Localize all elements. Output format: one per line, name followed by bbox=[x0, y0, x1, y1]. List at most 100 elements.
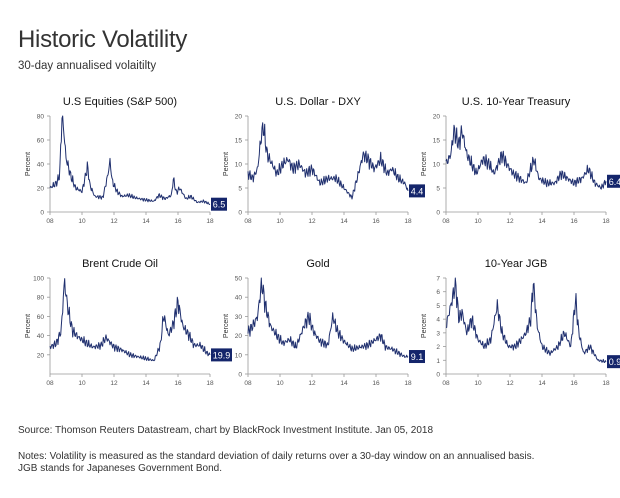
y-tick-label: 80 bbox=[37, 114, 45, 121]
y-tick-label: 1 bbox=[436, 358, 440, 365]
last-value-badge bbox=[211, 348, 232, 362]
x-tick-label: 14 bbox=[538, 218, 546, 225]
panel-title: Brent Crude Oil bbox=[82, 258, 158, 270]
y-tick-label: 6 bbox=[436, 289, 440, 296]
x-tick-label: 10 bbox=[276, 380, 284, 387]
chart-main-title: Historic Volatility bbox=[18, 26, 188, 53]
last-value-label: 9.1 bbox=[411, 352, 424, 362]
line-chart-svg: 0 10 20 30 40 50 08 10 12 14 16 18 Percent 9.1 bbox=[223, 276, 425, 387]
y-tick-label: 20 bbox=[235, 333, 243, 340]
y-tick-label: 30 bbox=[235, 314, 243, 321]
chart-panel-2: U.S. Dollar - DXY 0 5 10 15 20 08 10 12 14 16 18 Per… bbox=[218, 96, 425, 236]
x-tick-label: 08 bbox=[244, 218, 252, 225]
source-note: Source: Thomson Reuters Datastream, char… bbox=[18, 425, 434, 436]
x-tick-label: 10 bbox=[276, 218, 284, 225]
y-tick-label: 5 bbox=[436, 186, 440, 193]
last-value-badge bbox=[607, 174, 620, 188]
last-value-label: 6.4 bbox=[609, 177, 620, 187]
panel-title: Gold bbox=[306, 258, 330, 270]
x-tick-label: 12 bbox=[308, 218, 316, 225]
chart-subtitle: 30-day annualised volaitilty bbox=[18, 60, 157, 72]
y-tick-label: 10 bbox=[235, 162, 243, 169]
last-value-label: 19.9 bbox=[213, 350, 231, 360]
x-tick-label: 16 bbox=[372, 218, 380, 225]
x-tick-label: 14 bbox=[340, 218, 348, 225]
y-tick-label: 60 bbox=[37, 314, 45, 321]
series-line bbox=[247, 122, 409, 200]
last-value-badge bbox=[409, 184, 425, 198]
y-tick-label: 7 bbox=[436, 276, 440, 283]
x-tick-label: 08 bbox=[442, 380, 450, 387]
x-tick-label: 18 bbox=[404, 380, 412, 387]
x-tick-label: 14 bbox=[538, 380, 546, 387]
last-value-label: 0.9 bbox=[609, 357, 620, 367]
y-tick-label: 100 bbox=[33, 276, 44, 283]
chart-panel-3: U.S. 10-Year Treasury 0 5 10 15 20 08 10 12 14 16 1… bbox=[416, 96, 620, 236]
x-tick-label: 18 bbox=[404, 218, 412, 225]
y-axis-label: Percent bbox=[223, 152, 230, 176]
y-axis-label: Percent bbox=[25, 152, 32, 176]
chart-panel-5: Gold 0 10 20 30 40 50 08 10 12 14 16 18 Percent 9.1 bbox=[218, 258, 425, 398]
last-value-badge bbox=[211, 197, 227, 211]
y-tick-label: 50 bbox=[235, 276, 243, 283]
y-axis-label: Percent bbox=[223, 314, 230, 338]
x-tick-label: 14 bbox=[142, 380, 150, 387]
footnote-line-1: Notes: Volatility is measured as the sta… bbox=[18, 451, 535, 462]
last-value-badge bbox=[409, 350, 425, 364]
chart-panel-6: 10-Year JGB 0 1 2 3 4 5 6 7 08 10 12 14 16 18 Percent 0.… bbox=[416, 258, 620, 398]
x-tick-label: 08 bbox=[442, 218, 450, 225]
y-tick-label: 3 bbox=[436, 330, 440, 337]
series-line bbox=[445, 124, 607, 190]
y-tick-label: 60 bbox=[37, 138, 45, 145]
x-tick-label: 18 bbox=[206, 218, 214, 225]
chart-panel-1: U.S Equities (S&P 500) 0 20 40 60 80 08 10 12 14 1… bbox=[20, 96, 227, 236]
y-tick-label: 15 bbox=[235, 138, 243, 145]
x-tick-label: 16 bbox=[372, 380, 380, 387]
last-value-label: 4.4 bbox=[411, 186, 424, 196]
x-tick-label: 12 bbox=[506, 380, 514, 387]
panel-title: U.S Equities (S&P 500) bbox=[62, 96, 178, 108]
y-axis-label: Percent bbox=[421, 314, 428, 338]
y-tick-label: 20 bbox=[37, 186, 45, 193]
x-tick-label: 10 bbox=[78, 218, 86, 225]
last-value-badge bbox=[607, 355, 620, 369]
line-chart-svg: 0 5 10 15 20 08 10 12 14 16 18 Percent 6.4 bbox=[421, 114, 620, 225]
x-tick-label: 12 bbox=[506, 218, 514, 225]
y-tick-label: 0 bbox=[40, 210, 44, 217]
panel-title: U.S. 10-Year Treasury bbox=[461, 96, 571, 108]
line-chart-svg: 20 40 60 80 100 08 10 12 14 16 18 Percent 19.9 bbox=[25, 276, 232, 387]
y-tick-label: 15 bbox=[433, 138, 441, 145]
x-tick-label: 12 bbox=[308, 380, 316, 387]
x-tick-label: 08 bbox=[46, 218, 54, 225]
x-tick-label: 16 bbox=[570, 218, 578, 225]
series-line bbox=[49, 278, 211, 362]
y-tick-label: 5 bbox=[238, 186, 242, 193]
y-tick-label: 0 bbox=[238, 372, 242, 379]
y-tick-label: 5 bbox=[436, 303, 440, 310]
chart-panel-4: Brent Crude Oil 20 40 60 80 100 08 10 12 14 16 18 Pe… bbox=[20, 258, 232, 398]
y-tick-label: 40 bbox=[37, 333, 45, 340]
series-line bbox=[247, 277, 409, 358]
y-axis-label: Percent bbox=[421, 152, 428, 176]
x-tick-label: 14 bbox=[142, 218, 150, 225]
y-tick-label: 20 bbox=[433, 114, 441, 121]
line-chart-svg: 0 5 10 15 20 08 10 12 14 16 18 Percent 4.4 bbox=[223, 114, 425, 225]
y-tick-label: 0 bbox=[436, 372, 440, 379]
y-tick-label: 4 bbox=[436, 317, 440, 324]
x-tick-label: 08 bbox=[46, 380, 54, 387]
x-tick-label: 10 bbox=[78, 380, 86, 387]
x-tick-label: 10 bbox=[474, 218, 482, 225]
x-tick-label: 18 bbox=[206, 380, 214, 387]
x-tick-label: 08 bbox=[244, 380, 252, 387]
footnote-line-2: JGB stands for Japaneses Government Bond… bbox=[18, 463, 222, 474]
x-tick-label: 16 bbox=[570, 380, 578, 387]
series-line bbox=[445, 277, 607, 363]
series-line bbox=[49, 115, 211, 205]
y-tick-label: 10 bbox=[433, 162, 441, 169]
y-tick-label: 40 bbox=[37, 162, 45, 169]
x-tick-label: 16 bbox=[174, 218, 182, 225]
panel-title: U.S. Dollar - DXY bbox=[275, 96, 361, 108]
y-axis-label: Percent bbox=[25, 314, 32, 338]
x-tick-label: 12 bbox=[110, 218, 118, 225]
